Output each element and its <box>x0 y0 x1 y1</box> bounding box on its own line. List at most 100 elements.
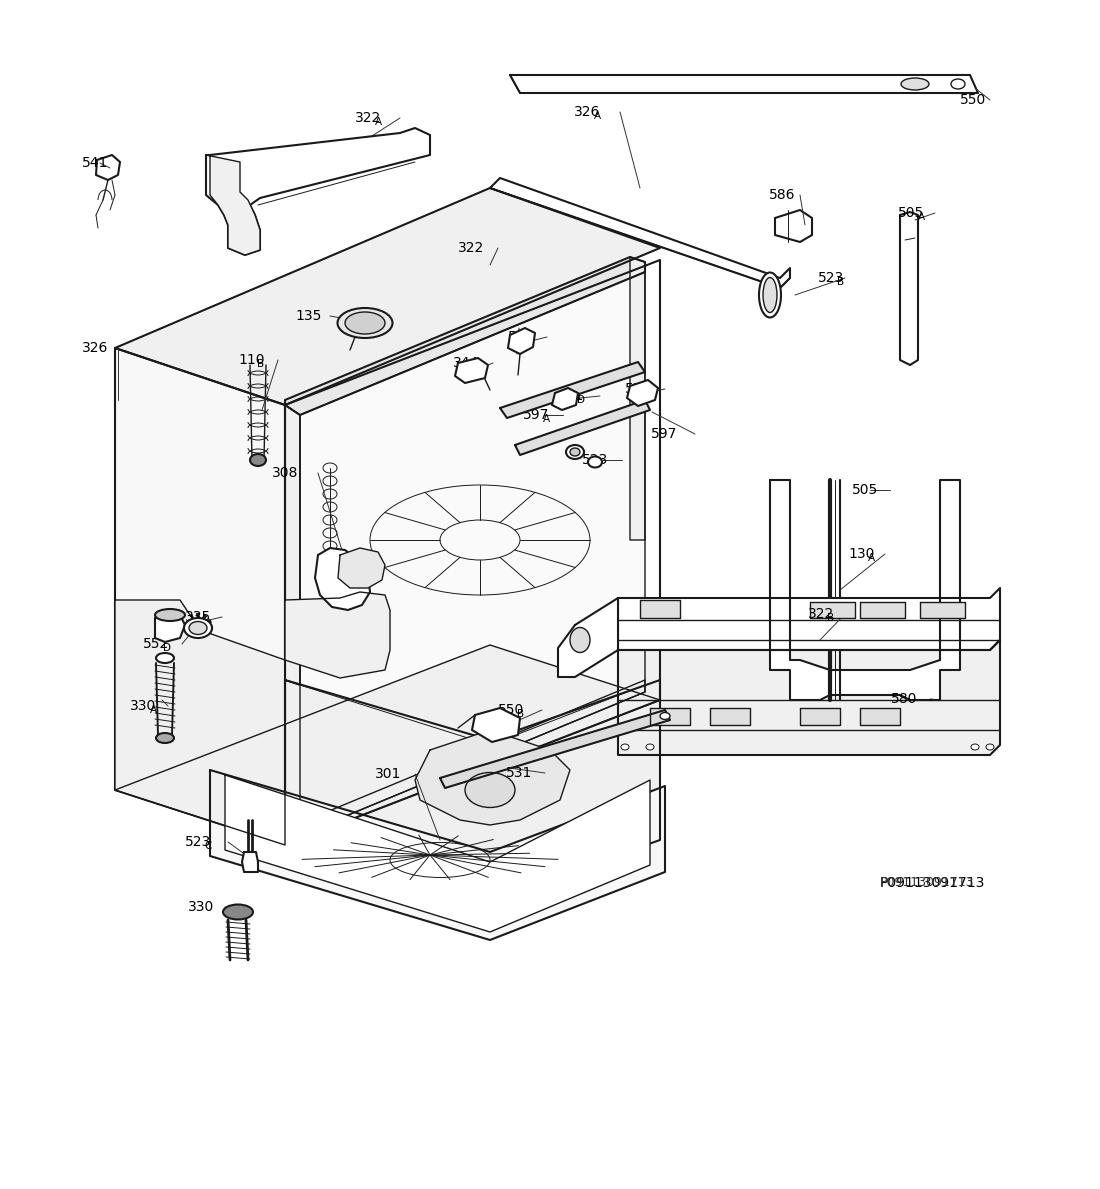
Text: 322: 322 <box>808 608 834 621</box>
Ellipse shape <box>156 653 174 663</box>
Ellipse shape <box>759 272 781 317</box>
Ellipse shape <box>189 622 207 635</box>
Text: 541: 541 <box>82 156 109 170</box>
Ellipse shape <box>621 744 629 750</box>
Text: A: A <box>917 212 925 222</box>
Text: A: A <box>542 414 550 424</box>
Text: 301: 301 <box>375 767 402 781</box>
Ellipse shape <box>566 445 584 459</box>
Polygon shape <box>640 600 680 618</box>
Text: 523: 523 <box>582 453 608 467</box>
Text: 586: 586 <box>769 188 795 202</box>
Ellipse shape <box>952 78 965 89</box>
Polygon shape <box>558 598 618 677</box>
Text: A: A <box>374 117 382 127</box>
Text: B: B <box>837 277 845 287</box>
Polygon shape <box>810 602 855 618</box>
Polygon shape <box>155 612 185 642</box>
Polygon shape <box>116 348 285 845</box>
Polygon shape <box>285 405 300 685</box>
Polygon shape <box>455 358 488 383</box>
Polygon shape <box>242 853 258 872</box>
Polygon shape <box>500 361 645 419</box>
Polygon shape <box>116 188 660 405</box>
Polygon shape <box>285 260 660 845</box>
Text: 597: 597 <box>651 427 678 441</box>
Text: 550: 550 <box>498 703 525 717</box>
Text: 550: 550 <box>960 93 987 107</box>
Text: 330: 330 <box>188 900 214 914</box>
Ellipse shape <box>338 308 393 338</box>
Polygon shape <box>627 380 658 405</box>
Polygon shape <box>800 707 840 725</box>
Text: 552: 552 <box>143 637 169 652</box>
Polygon shape <box>440 710 670 788</box>
Polygon shape <box>508 328 535 354</box>
Text: 326: 326 <box>82 341 109 356</box>
Text: 505: 505 <box>852 483 878 497</box>
Text: 567: 567 <box>508 331 535 344</box>
Polygon shape <box>285 680 660 900</box>
Polygon shape <box>206 128 430 254</box>
Text: P09113091713: P09113091713 <box>880 876 975 889</box>
Text: 322: 322 <box>355 111 382 125</box>
Polygon shape <box>920 602 965 618</box>
Polygon shape <box>618 589 1000 650</box>
Text: 110: 110 <box>238 353 264 367</box>
Polygon shape <box>650 707 690 725</box>
Ellipse shape <box>646 744 654 750</box>
Polygon shape <box>515 400 650 455</box>
Text: B: B <box>827 614 835 623</box>
Ellipse shape <box>250 454 266 466</box>
Ellipse shape <box>156 732 174 743</box>
Text: A: A <box>594 111 601 121</box>
Polygon shape <box>210 770 666 940</box>
Text: 552: 552 <box>625 382 651 396</box>
Polygon shape <box>116 600 285 845</box>
Polygon shape <box>552 388 578 410</box>
Ellipse shape <box>570 628 590 653</box>
Ellipse shape <box>345 312 385 334</box>
Text: 523: 523 <box>185 835 211 849</box>
Text: 580: 580 <box>891 692 917 706</box>
Text: B: B <box>517 709 525 719</box>
Ellipse shape <box>184 618 212 638</box>
Polygon shape <box>510 75 978 93</box>
Text: C: C <box>205 841 212 851</box>
Text: 344: 344 <box>453 356 480 370</box>
Text: 505: 505 <box>898 206 924 220</box>
Polygon shape <box>96 155 120 180</box>
Ellipse shape <box>588 457 602 467</box>
Text: A: A <box>868 553 875 564</box>
Polygon shape <box>206 155 260 254</box>
Polygon shape <box>285 405 300 685</box>
Polygon shape <box>285 257 645 415</box>
Polygon shape <box>338 548 385 589</box>
Ellipse shape <box>660 712 670 719</box>
Text: 130: 130 <box>848 547 874 561</box>
Polygon shape <box>415 730 570 825</box>
Polygon shape <box>226 775 650 932</box>
Polygon shape <box>472 707 520 742</box>
Text: 335: 335 <box>185 610 211 624</box>
Text: 521: 521 <box>558 389 584 403</box>
Ellipse shape <box>570 448 580 457</box>
Text: 308: 308 <box>272 466 298 480</box>
Ellipse shape <box>155 609 185 621</box>
Ellipse shape <box>971 744 979 750</box>
Text: A: A <box>150 705 156 715</box>
Text: 523: 523 <box>818 271 845 285</box>
Ellipse shape <box>763 277 777 313</box>
Text: D: D <box>163 643 170 653</box>
Text: B: B <box>257 359 265 369</box>
Polygon shape <box>300 680 645 835</box>
Polygon shape <box>900 212 918 365</box>
Polygon shape <box>300 272 645 835</box>
Text: 597: 597 <box>522 408 549 422</box>
Polygon shape <box>770 480 960 700</box>
Text: D: D <box>578 395 585 405</box>
Polygon shape <box>315 548 370 610</box>
Polygon shape <box>860 707 900 725</box>
Text: P09113091713: P09113091713 <box>880 876 986 891</box>
Ellipse shape <box>986 744 994 750</box>
